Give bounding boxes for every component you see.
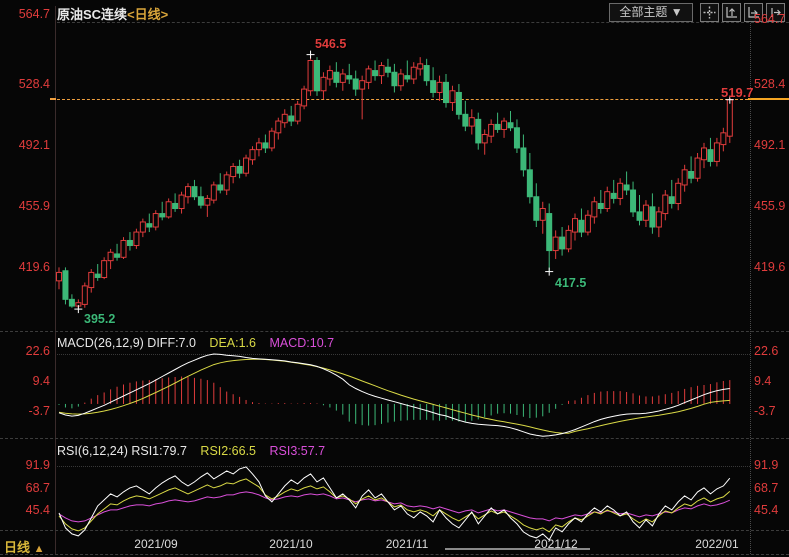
macd-dea-label: DEA:1.6 [209, 336, 256, 350]
last-price-axis-tick [50, 98, 56, 100]
swing-low-annotation: 417.5 [555, 276, 587, 290]
price-axis-tick: 419.6 [18, 260, 50, 274]
y-axis-scale-icon[interactable] [722, 3, 741, 22]
all-themes-button[interactable]: 全部主题 ▼ [609, 3, 693, 22]
macd-axis-tick: -3.7 [754, 404, 776, 418]
rsi-axis-tick: 45.4 [754, 503, 779, 517]
price-axis-tick: 492.1 [754, 138, 786, 152]
x-axis-date: 2022/01 [695, 537, 739, 551]
rsi3-label: RSI3:57.7 [269, 444, 326, 458]
bottom-border [0, 554, 789, 555]
macd-rsi-divider [0, 438, 789, 439]
rsi-pane-header: RSI(6,12,24) RSI1:79.7 RSI2:66.5 RSI3:57… [57, 444, 325, 458]
rsi-axis-tick: 45.4 [25, 503, 50, 517]
price-axis-tick: 528.4 [18, 77, 50, 91]
macd-value-label: MACD:10.7 [269, 336, 335, 350]
price-axis-tick: 564.7 [18, 7, 50, 21]
price-axis-tick: 528.4 [754, 77, 786, 91]
price-axis-tick: 419.6 [754, 260, 786, 274]
low-price-annotation: 395.2 [84, 312, 116, 326]
x-axis-date: 2021/09 [134, 537, 178, 551]
rsi1-label: RSI(6,12,24) RSI1:79.7 [57, 444, 187, 458]
macd-axis-tick: 9.4 [754, 374, 772, 388]
x-axis-date: 2021/10 [269, 537, 313, 551]
macd-gridline [57, 354, 750, 355]
high-price-annotation: 546.5 [315, 37, 347, 51]
triangle-up-icon: ▲ [33, 543, 45, 555]
right-axis-border [750, 8, 751, 554]
price-axis-tick: 455.9 [754, 199, 786, 213]
macd-pane-header: MACD(26,12,9) DIFF:7.0 DEA:1.6 MACD:10.7 [57, 336, 334, 350]
macd-axis-tick: 22.6 [754, 344, 779, 358]
last-price-label: 519.7 [721, 85, 754, 100]
x-axis-date: 2021/11 [385, 537, 429, 551]
rsi-axis-tick: 68.7 [754, 481, 779, 495]
rsi-gridline [57, 466, 750, 467]
price-macd-divider [0, 331, 789, 332]
left-axis-border [55, 6, 56, 554]
price-axis-tick: 455.9 [18, 199, 50, 213]
x-scrollbar-thumb[interactable] [445, 548, 590, 550]
last-price-line-right-segment [748, 98, 789, 100]
rsi-xaxis-divider [0, 530, 789, 531]
instrument-name: 原油SC连续 [57, 7, 128, 22]
rsi-axis-tick: 91.9 [25, 458, 50, 472]
last-price-dashed-line [57, 99, 748, 100]
dropdown-arrow-icon: ▼ [670, 5, 683, 19]
macd-diff-label: MACD(26,12,9) DIFF:7.0 [57, 336, 196, 350]
rsi2-label: RSI2:66.5 [200, 444, 257, 458]
macd-axis-tick: 22.6 [25, 344, 50, 358]
rsi-axis-tick: 68.7 [25, 481, 50, 495]
crosshair-move-icon[interactable] [700, 3, 719, 22]
chart-title: 原油SC连续<日线> [57, 4, 168, 23]
timeframe-label: <日线> [127, 7, 169, 22]
price-top-gridline [57, 22, 789, 23]
x-axis-scale-icon[interactable] [744, 3, 763, 22]
x-axis-date: 2021/12 [534, 537, 578, 551]
rsi-axis-tick: 91.9 [754, 458, 779, 472]
price-axis-tick: 492.1 [18, 138, 50, 152]
price-axis-tick: 564.7 [754, 12, 786, 26]
macd-axis-tick: 9.4 [32, 374, 50, 388]
shift-right-icon[interactable] [766, 3, 785, 22]
period-selector[interactable]: 日线 ▲ [4, 540, 45, 555]
macd-axis-tick: -3.7 [28, 404, 50, 418]
